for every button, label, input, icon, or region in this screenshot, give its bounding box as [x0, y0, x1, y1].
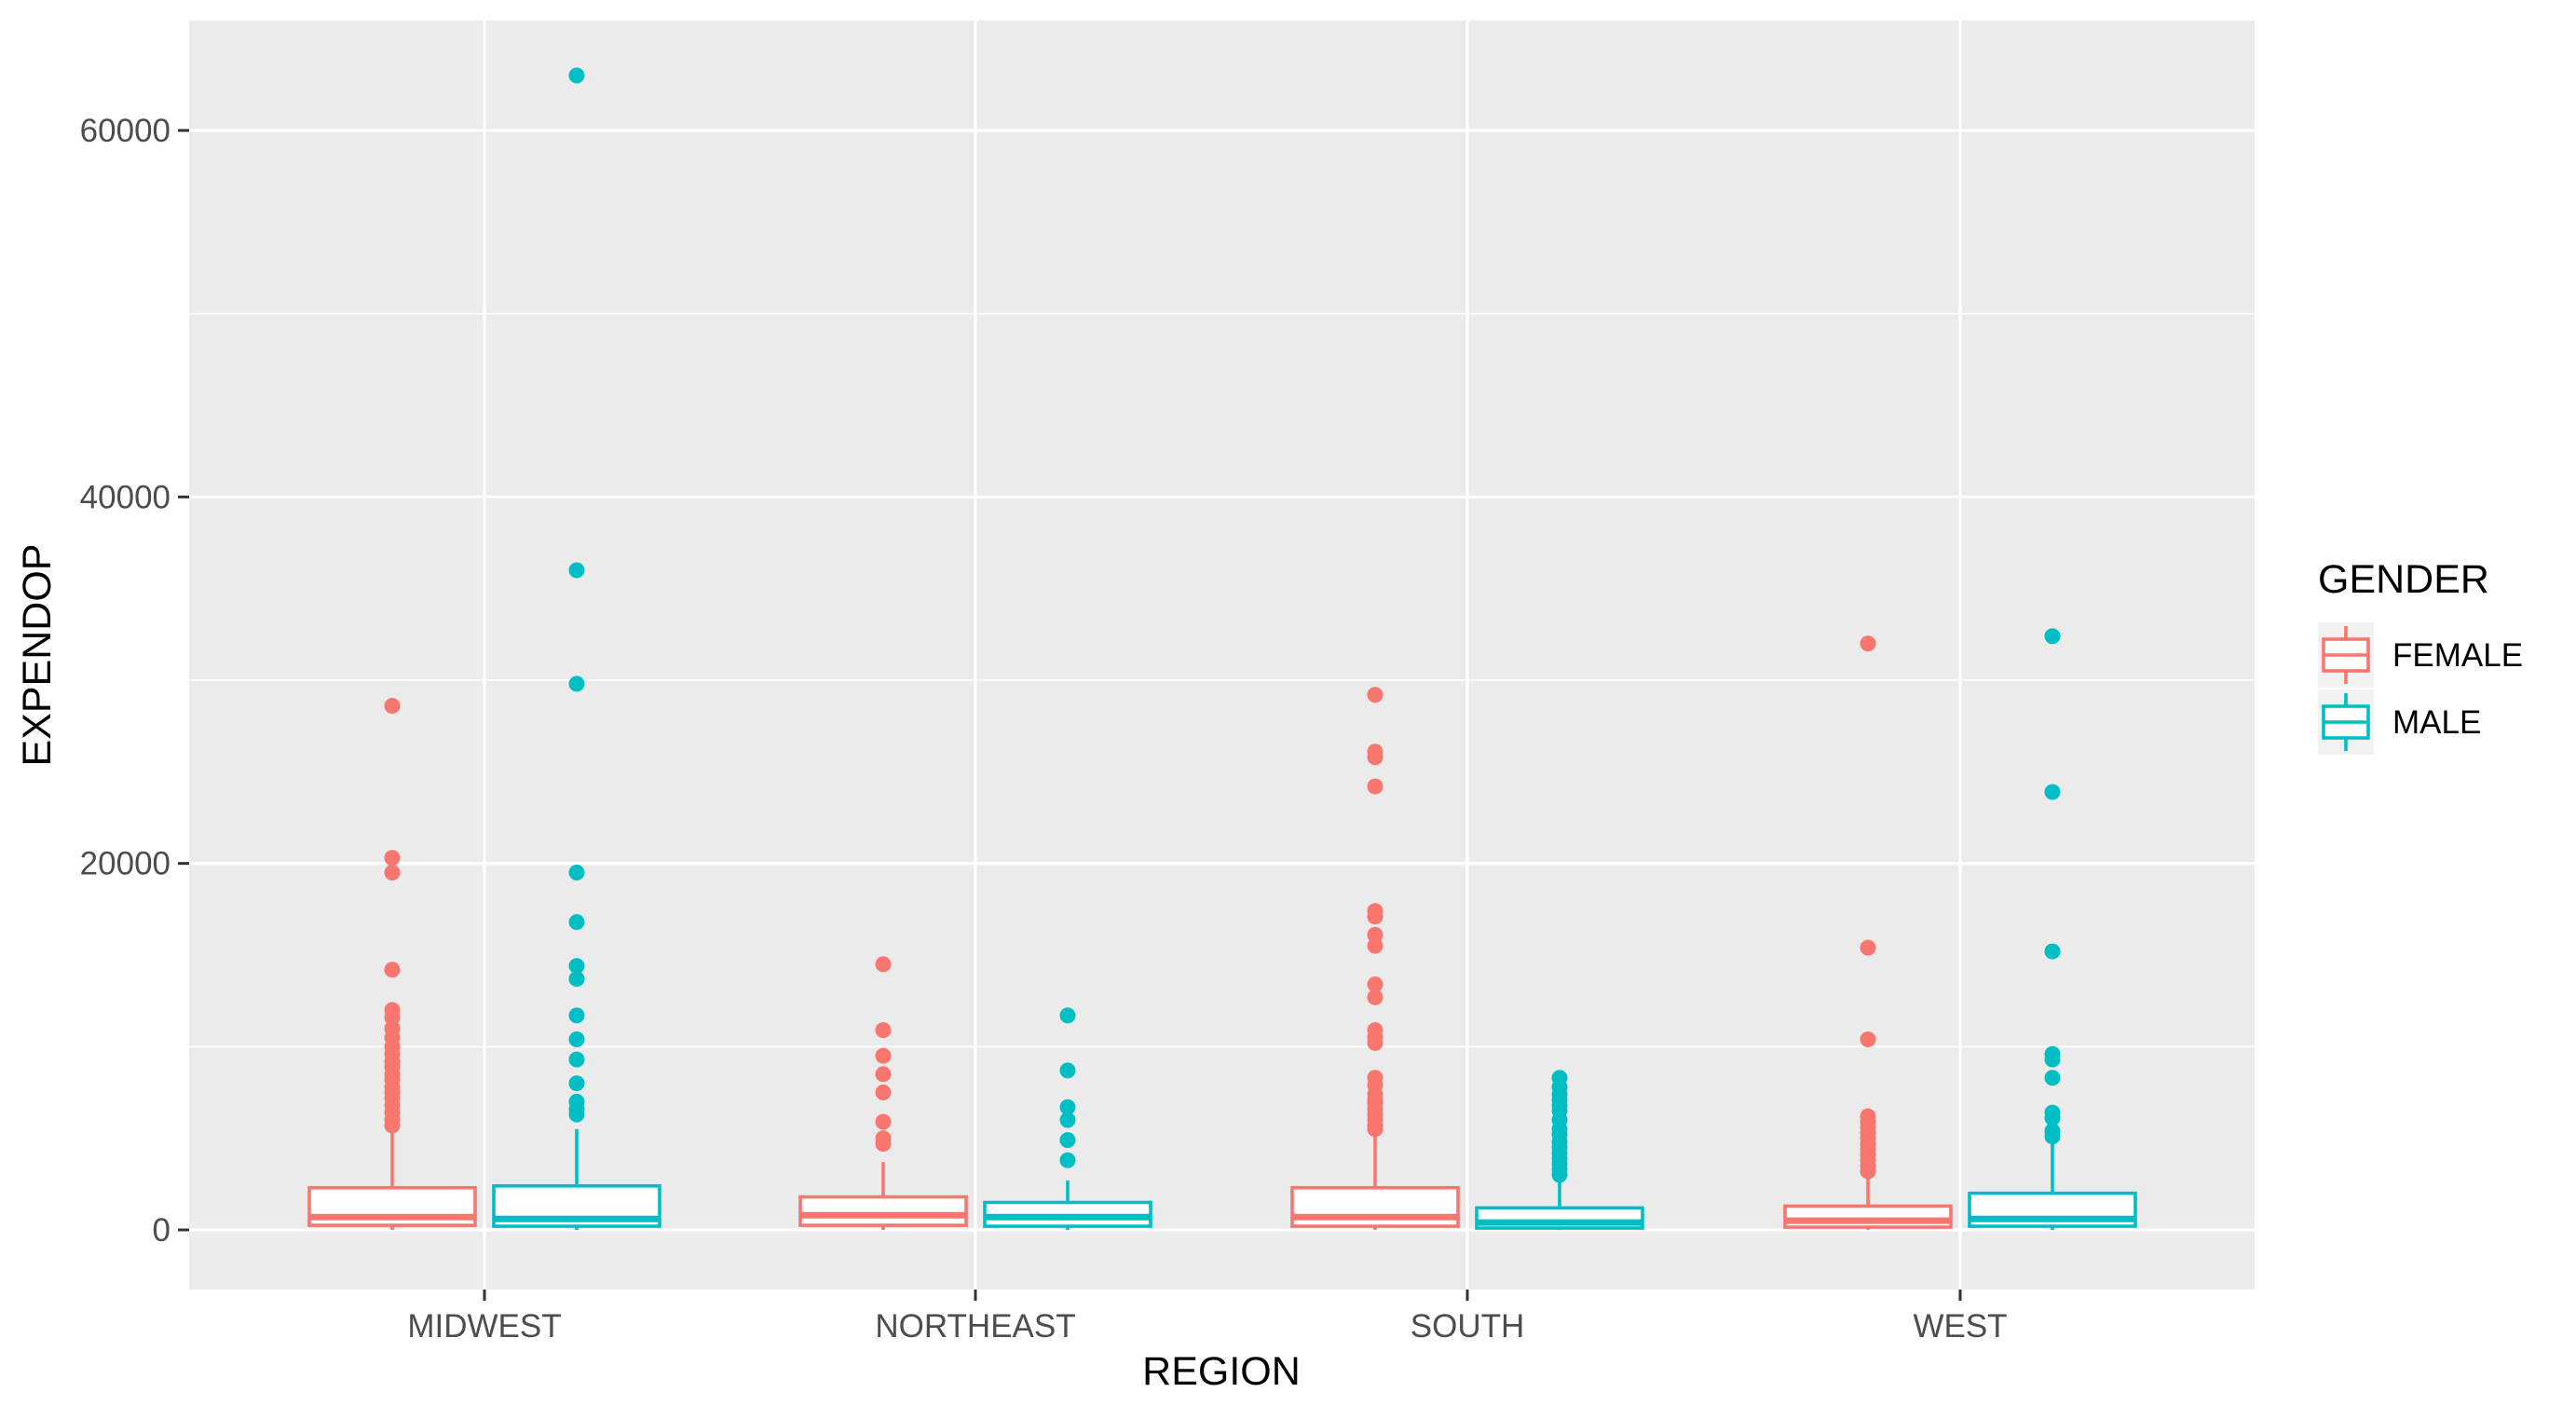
x-tick-label: WEST [1913, 1308, 2007, 1345]
outlier-point [568, 914, 585, 931]
outlier-point [1059, 1112, 1076, 1128]
box-male-midwest [492, 67, 661, 1230]
outlier-point [2044, 1110, 2061, 1126]
major-gridlines [189, 20, 2255, 1290]
legend: GENDER FEMALE MALE [2318, 557, 2523, 755]
outlier-point [568, 1051, 585, 1068]
outlier-point [568, 1106, 585, 1123]
legend-key-male: MALE [2318, 689, 2481, 755]
outlier-point [2044, 1070, 2061, 1086]
outlier-point [1367, 1121, 1383, 1138]
outlier-point [384, 1117, 401, 1134]
x-tick-label: NORTHEAST [875, 1308, 1075, 1345]
legend-keys: FEMALE MALE [2318, 622, 2523, 755]
outlier-point [1059, 1099, 1076, 1115]
outlier-point [1059, 1062, 1076, 1079]
outlier-point [875, 1047, 892, 1064]
outlier-point [2044, 943, 2061, 960]
y-tick-label: 20000 [80, 846, 170, 882]
outlier-point [568, 676, 585, 692]
outlier-point [875, 1136, 892, 1153]
outlier-point [568, 971, 585, 988]
outlier-point [384, 962, 401, 978]
outlier-point [1860, 1163, 1876, 1180]
outlier-point [2044, 784, 2061, 800]
outlier-point [568, 562, 585, 579]
outlier-point [384, 865, 401, 880]
outlier-point [1860, 635, 1876, 652]
outlier-point [568, 1007, 585, 1024]
box-iqr [798, 1194, 968, 1227]
outlier-point [384, 698, 401, 715]
outlier-point [1367, 687, 1383, 703]
outlier-point [1367, 908, 1383, 925]
outlier-point [2044, 1128, 2061, 1145]
outlier-point [1059, 1152, 1076, 1168]
legend-title: GENDER [2318, 557, 2489, 602]
plot-panel [189, 20, 2255, 1290]
box-male-northeast [983, 1007, 1152, 1230]
outlier-point [568, 1075, 585, 1092]
x-axis-title: REGION [1142, 1349, 1301, 1394]
x-tick-label: MIDWEST [407, 1308, 561, 1345]
outlier-point [875, 1066, 892, 1083]
legend-label: FEMALE [2392, 637, 2523, 674]
box-male-west [1968, 628, 2137, 1230]
box-layer [307, 67, 2137, 1230]
x-axis-ticks: MIDWEST NORTHEAST SOUTH WEST [407, 1290, 2008, 1345]
outlier-point [875, 1022, 892, 1039]
outlier-point [1367, 1034, 1383, 1051]
outlier-point [1059, 1007, 1076, 1024]
outlier-point [1367, 937, 1383, 954]
y-axis-title: EXPENDOP [15, 544, 60, 767]
outlier-point [568, 1031, 585, 1047]
outlier-point [384, 850, 401, 867]
outlier-point [568, 67, 585, 84]
outlier-point [384, 1009, 401, 1026]
outlier-point [875, 1113, 892, 1130]
legend-key-female: FEMALE [2318, 622, 2523, 688]
y-tick-label: 60000 [80, 113, 170, 149]
outlier-point [1367, 976, 1383, 992]
outlier-point [568, 865, 585, 880]
y-tick-label: 0 [153, 1212, 170, 1249]
box-female-south [1290, 687, 1460, 1230]
outlier-point [1367, 989, 1383, 1005]
outlier-point [1367, 778, 1383, 795]
outlier-point [1551, 1167, 1568, 1183]
y-tick-label: 40000 [80, 479, 170, 515]
outlier-point [1059, 1132, 1076, 1149]
box-iqr [1290, 1185, 1460, 1228]
outlier-point [1860, 1031, 1876, 1047]
minor-gridlines [189, 312, 2255, 1048]
outlier-point [2044, 628, 2061, 645]
outlier-point [568, 958, 585, 975]
outlier-point [875, 956, 892, 973]
outlier-point [1860, 939, 1876, 956]
x-tick-label: SOUTH [1411, 1308, 1525, 1345]
outlier-point [1367, 749, 1383, 766]
y-axis-ticks: 0 20000 40000 60000 [80, 113, 189, 1249]
box-female-northeast [798, 956, 968, 1230]
outlier-point [875, 1085, 892, 1100]
legend-label: MALE [2392, 704, 2481, 741]
box-female-midwest [307, 698, 477, 1230]
outlier-point [1367, 926, 1383, 943]
outlier-point [2044, 1051, 2061, 1068]
box-female-west [1783, 635, 1953, 1230]
box-male-south [1475, 1070, 1644, 1230]
